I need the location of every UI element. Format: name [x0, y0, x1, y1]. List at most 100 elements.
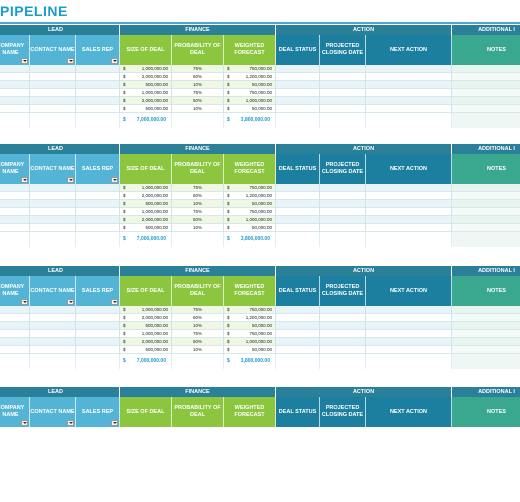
cell-company-name[interactable] [0, 105, 30, 113]
cell-next-action[interactable] [366, 330, 452, 338]
column-header-next-action[interactable]: NEXT ACTION [366, 397, 452, 427]
cell-company-name[interactable] [0, 346, 30, 354]
cell-notes[interactable] [452, 208, 520, 216]
cell-weighted-forecast[interactable]: $1,200,000.00 [224, 192, 276, 200]
column-header-deal-status[interactable]: DEAL STATUS [276, 154, 320, 184]
cell-sales-rep[interactable] [76, 184, 120, 192]
cell-projected-closing-date[interactable] [320, 330, 366, 338]
cell-next-action[interactable] [366, 89, 452, 97]
column-header-sales-rep[interactable]: SALES REP [76, 35, 120, 65]
cell-notes[interactable] [452, 105, 520, 113]
cell-contact-name[interactable] [30, 322, 76, 330]
cell-projected-closing-date[interactable] [320, 224, 366, 232]
cell-weighted-forecast[interactable]: $50,000.00 [224, 224, 276, 232]
cell-probability-of-deal[interactable]: 10% [172, 224, 224, 232]
column-header-sales-rep[interactable]: SALES REP [76, 154, 120, 184]
cell-notes[interactable] [452, 73, 520, 81]
cell-contact-name[interactable] [30, 224, 76, 232]
cell-projected-closing-date[interactable] [320, 208, 366, 216]
column-header-projected-closing-date[interactable]: PROJECTED CLOSING DATE [320, 154, 366, 184]
cell-projected-closing-date[interactable] [320, 306, 366, 314]
cell-notes[interactable] [452, 306, 520, 314]
cell-company-name[interactable] [0, 200, 30, 208]
cell-probability-of-deal[interactable]: 10% [172, 105, 224, 113]
cell-notes[interactable] [452, 89, 520, 97]
column-header-size-of-deal[interactable]: SIZE OF DEAL [120, 35, 172, 65]
cell-deal-status[interactable] [276, 81, 320, 89]
cell-size-of-deal[interactable]: $500,000.00 [120, 81, 172, 89]
cell-company-name[interactable] [0, 306, 30, 314]
cell-weighted-forecast[interactable]: $750,000.00 [224, 306, 276, 314]
cell-contact-name[interactable] [30, 65, 76, 73]
cell-contact-name[interactable] [30, 216, 76, 224]
cell-company-name[interactable] [0, 97, 30, 105]
cell-probability-of-deal[interactable]: 10% [172, 322, 224, 330]
cell-contact-name[interactable] [30, 330, 76, 338]
cell-deal-status[interactable] [276, 65, 320, 73]
cell-size-of-deal[interactable]: $2,000,000.00 [120, 192, 172, 200]
cell-deal-status[interactable] [276, 314, 320, 322]
cell-probability-of-deal[interactable]: 75% [172, 306, 224, 314]
cell-sales-rep[interactable] [76, 224, 120, 232]
cell-weighted-forecast[interactable]: $50,000.00 [224, 105, 276, 113]
cell-contact-name[interactable] [30, 105, 76, 113]
cell-probability-of-deal[interactable]: 60% [172, 192, 224, 200]
cell-weighted-forecast[interactable]: $50,000.00 [224, 322, 276, 330]
column-header-projected-closing-date[interactable]: PROJECTED CLOSING DATE [320, 35, 366, 65]
cell-sales-rep[interactable] [76, 314, 120, 322]
column-header-projected-closing-date[interactable]: PROJECTED CLOSING DATE [320, 276, 366, 306]
column-header-deal-status[interactable]: DEAL STATUS [276, 397, 320, 427]
cell-probability-of-deal[interactable]: 75% [172, 330, 224, 338]
cell-deal-status[interactable] [276, 306, 320, 314]
column-header-probability-of-deal[interactable]: PROBABILITY OF DEAL [172, 276, 224, 306]
cell-company-name[interactable] [0, 208, 30, 216]
cell-size-of-deal[interactable]: $1,000,000.00 [120, 330, 172, 338]
cell-deal-status[interactable] [276, 330, 320, 338]
cell-company-name[interactable] [0, 216, 30, 224]
cell-deal-status[interactable] [276, 338, 320, 346]
column-header-next-action[interactable]: NEXT ACTION [366, 276, 452, 306]
cell-weighted-forecast[interactable]: $50,000.00 [224, 81, 276, 89]
cell-contact-name[interactable] [30, 184, 76, 192]
cell-weighted-forecast[interactable]: $750,000.00 [224, 89, 276, 97]
cell-sales-rep[interactable] [76, 322, 120, 330]
cell-size-of-deal[interactable]: $500,000.00 [120, 224, 172, 232]
cell-weighted-forecast[interactable]: $1,000,000.00 [224, 97, 276, 105]
cell-probability-of-deal[interactable]: 75% [172, 89, 224, 97]
cell-size-of-deal[interactable]: $1,000,000.00 [120, 89, 172, 97]
cell-probability-of-deal[interactable]: 50% [172, 216, 224, 224]
cell-projected-closing-date[interactable] [320, 200, 366, 208]
cell-probability-of-deal[interactable]: 10% [172, 81, 224, 89]
cell-contact-name[interactable] [30, 346, 76, 354]
cell-probability-of-deal[interactable]: 10% [172, 346, 224, 354]
filter-dropdown-icon[interactable] [67, 58, 74, 64]
cell-probability-of-deal[interactable]: 10% [172, 200, 224, 208]
cell-next-action[interactable] [366, 81, 452, 89]
column-header-contact-name[interactable]: CONTACT NAME [30, 35, 76, 65]
cell-next-action[interactable] [366, 314, 452, 322]
cell-notes[interactable] [452, 330, 520, 338]
cell-projected-closing-date[interactable] [320, 338, 366, 346]
cell-contact-name[interactable] [30, 97, 76, 105]
cell-probability-of-deal[interactable]: 60% [172, 314, 224, 322]
cell-probability-of-deal[interactable]: 50% [172, 338, 224, 346]
cell-sales-rep[interactable] [76, 338, 120, 346]
filter-dropdown-icon[interactable] [67, 177, 74, 183]
cell-contact-name[interactable] [30, 200, 76, 208]
column-header-company-name[interactable]: COMPANY NAME [0, 154, 30, 184]
filter-dropdown-icon[interactable] [111, 420, 118, 426]
filter-dropdown-icon[interactable] [111, 177, 118, 183]
cell-company-name[interactable] [0, 330, 30, 338]
cell-size-of-deal[interactable]: $500,000.00 [120, 346, 172, 354]
cell-notes[interactable] [452, 97, 520, 105]
cell-projected-closing-date[interactable] [320, 184, 366, 192]
cell-weighted-forecast[interactable]: $50,000.00 [224, 200, 276, 208]
cell-company-name[interactable] [0, 314, 30, 322]
column-header-weighted-forecast[interactable]: WEIGHTED FORECAST [224, 397, 276, 427]
cell-projected-closing-date[interactable] [320, 216, 366, 224]
column-header-sales-rep[interactable]: SALES REP [76, 276, 120, 306]
cell-sales-rep[interactable] [76, 65, 120, 73]
cell-company-name[interactable] [0, 81, 30, 89]
cell-deal-status[interactable] [276, 184, 320, 192]
cell-projected-closing-date[interactable] [320, 105, 366, 113]
